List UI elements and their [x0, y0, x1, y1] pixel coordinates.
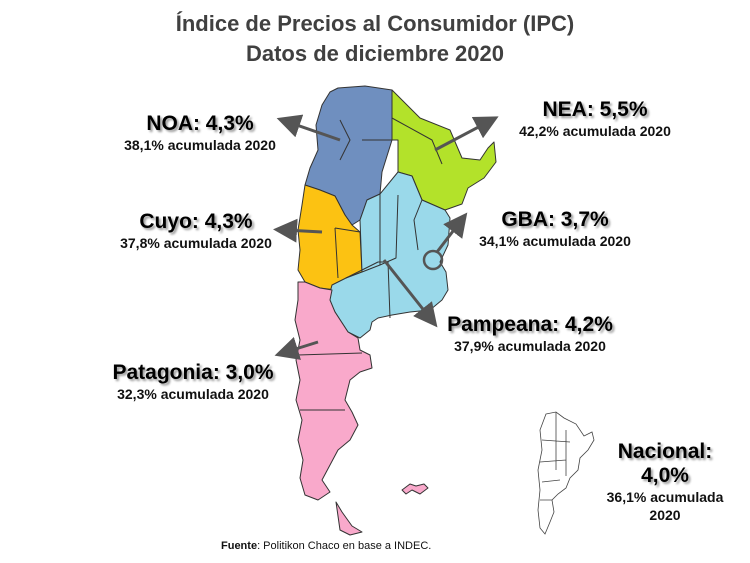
patagonia-label: Patagonia: 3,0% 32,3% acumulada 2020	[112, 361, 274, 402]
map-subtitle: Datos de diciembre 2020	[245, 41, 504, 66]
cuyo-label: Cuyo: 4,3% 37,8% acumulada 2020	[120, 210, 272, 251]
patagonia-arrow	[274, 336, 319, 360]
noa-arrow	[276, 114, 341, 142]
gba-arrow	[435, 212, 468, 253]
nacional-label: Nacional: 4,0% 36,1% acumulada 2020	[606, 440, 724, 523]
map-title: Índice de Precios al Consumidor (IPC)	[175, 11, 575, 36]
cuyo-arrow	[273, 218, 323, 243]
pampeana-label: Pampeana: 4,2% 37,9% acumulada 2020	[447, 313, 613, 354]
nea-arrow	[434, 116, 499, 152]
mini-argentina-map	[537, 411, 595, 535]
source-note: Fuente: Politikon Chaco en base a INDEC.	[221, 540, 432, 552]
tierra-del-fuego	[335, 501, 363, 536]
pampeana-arrow	[382, 259, 438, 328]
region-patagonia	[294, 281, 373, 501]
noa-label: NOA: 4,3% 38,1% acumulada 2020	[124, 112, 276, 153]
nea-label: NEA: 5,5% 42,2% acumulada 2020	[519, 98, 671, 139]
gba-circle	[422, 249, 444, 271]
gba-label: GBA: 3,7% 34,1% acumulada 2020	[479, 208, 631, 249]
region-nea	[391, 89, 497, 211]
malvinas	[401, 483, 429, 495]
